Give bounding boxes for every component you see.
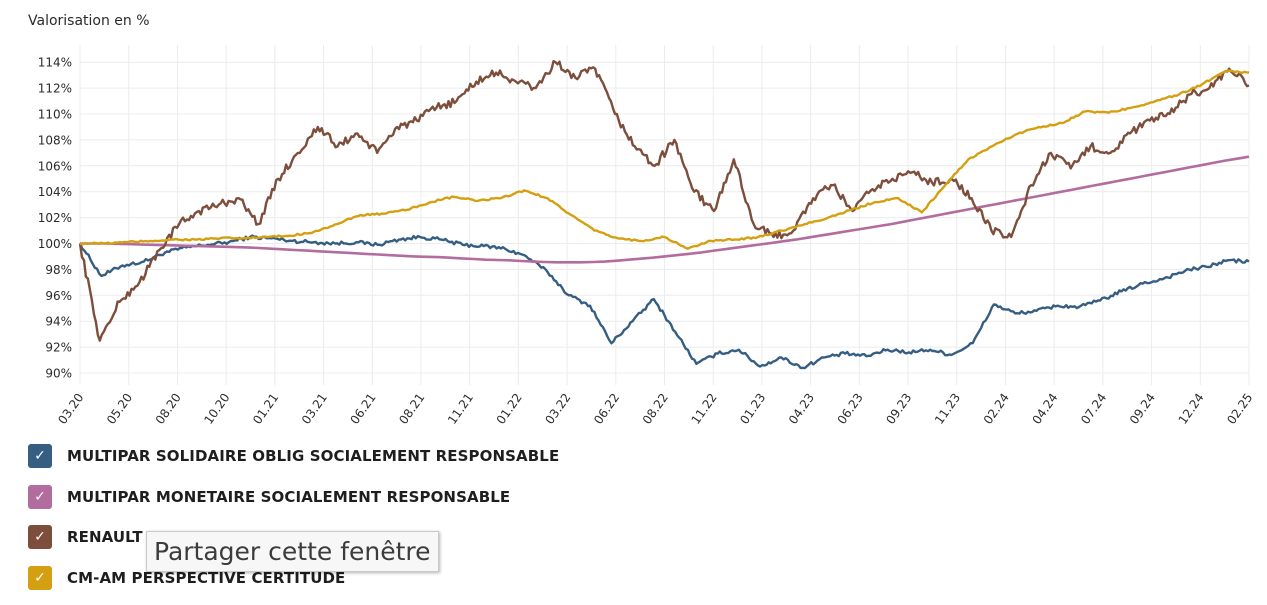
x-tick-label: 12.24 — [1176, 391, 1207, 427]
x-tick-label: 02.25 — [1224, 391, 1255, 427]
y-axis-ticks: 90% 92% 94% 96% 98% 100% 102% 104% 106% 108% 110% 1… — [38, 56, 72, 381]
x-tick-label: 09.24 — [1127, 391, 1158, 427]
x-tick-label: 08.21 — [396, 391, 427, 427]
series-line-monetaire — [80, 155, 1250, 264]
x-tick-label: 03.21 — [299, 391, 330, 427]
legend-label-monetaire: MULTIPAR MONETAIRE SOCIALEMENT RESPONSAB… — [67, 487, 511, 506]
x-axis-ticks: 03.20 05.20 08.20 10.20 01.21 03.21 06.21 08.21… — [55, 391, 1255, 427]
y-tick-label: 106% — [38, 159, 72, 173]
legend-checkbox-solidaire[interactable]: ✓ — [28, 444, 52, 468]
legend-item-monetaire[interactable]: ✓ MULTIPAR MONETAIRE SOCIALEMENT RESPONS… — [28, 484, 559, 510]
legend-checkbox-monetaire[interactable]: ✓ — [28, 484, 52, 509]
x-tick-label: 08.20 — [153, 391, 184, 427]
legend-checkbox-renault[interactable]: ✓ — [28, 525, 52, 549]
y-axis-title: Valorisation en % — [28, 13, 150, 29]
legend-item-cmam[interactable]: ✓ CM-AM PERSPECTIVE CERTITUDE — [28, 565, 559, 591]
grid — [79, 45, 1250, 385]
y-tick-label: 102% — [38, 211, 72, 225]
x-tick-label: 10.20 — [201, 391, 232, 427]
x-tick-label: 05.20 — [104, 391, 135, 427]
x-tick-label: 11.23 — [932, 391, 963, 427]
x-tick-label: 02.24 — [981, 391, 1012, 427]
x-tick-label: 11.21 — [445, 391, 476, 427]
series-line-solidaire — [78, 234, 1250, 370]
legend-item-solidaire[interactable]: ✓ MULTIPAR SOLIDAIRE OBLIG SOCIALEMENT R… — [28, 443, 559, 469]
check-icon: ✓ — [34, 448, 46, 464]
x-tick-label: 06.21 — [348, 391, 379, 427]
share-window-tooltip: Partager cette fenêtre — [146, 531, 439, 572]
legend-label-cmam: CM-AM PERSPECTIVE CERTITUDE — [67, 568, 346, 587]
line-chart: Valorisation en % 90% 92% 94% 96% 98% 100% 102… — [28, 13, 1255, 427]
series-line-cmam — [79, 69, 1250, 250]
legend-label-solidaire: MULTIPAR SOLIDAIRE OBLIG SOCIALEMENT RES… — [67, 447, 560, 465]
y-tick-label: 104% — [38, 185, 72, 199]
series-line-renault — [78, 60, 1250, 342]
y-tick-label: 96% — [45, 289, 72, 303]
x-tick-label: 04.23 — [786, 391, 817, 427]
x-tick-label: 01.22 — [494, 391, 525, 427]
y-tick-label: 100% — [38, 237, 72, 251]
x-tick-label: 01.23 — [737, 391, 768, 427]
y-tick-label: 108% — [38, 133, 72, 147]
y-tick-label: 94% — [45, 315, 72, 329]
x-tick-label: 07.24 — [1078, 391, 1109, 427]
y-tick-label: 112% — [38, 82, 72, 96]
x-tick-label: 06.23 — [835, 391, 866, 427]
x-tick-label: 08.22 — [640, 391, 671, 427]
y-tick-label: 92% — [45, 341, 72, 355]
legend-item-renault[interactable]: ✓ RENAULT C — [28, 524, 559, 550]
legend: ✓ MULTIPAR SOLIDAIRE OBLIG SOCIALEMENT R… — [28, 443, 559, 605]
x-tick-label: 11.22 — [688, 391, 719, 427]
x-tick-label: 09.23 — [883, 391, 914, 427]
x-tick-label: 01.21 — [250, 391, 281, 427]
series-lines — [78, 60, 1250, 370]
x-tick-label: 04.24 — [1029, 391, 1060, 427]
x-tick-label: 03.20 — [55, 391, 86, 427]
legend-label-renault: RENAULT C — [67, 528, 160, 546]
x-tick-label: 03.22 — [542, 391, 573, 427]
x-tick-label: 06.22 — [591, 391, 622, 427]
y-tick-label: 90% — [45, 367, 72, 381]
check-icon: ✓ — [34, 488, 46, 505]
check-icon: ✓ — [34, 529, 46, 545]
y-tick-label: 110% — [38, 108, 72, 122]
check-icon: ✓ — [34, 569, 46, 586]
legend-checkbox-cmam[interactable]: ✓ — [28, 565, 52, 590]
y-tick-label: 98% — [45, 263, 72, 277]
y-tick-label: 114% — [38, 56, 72, 70]
